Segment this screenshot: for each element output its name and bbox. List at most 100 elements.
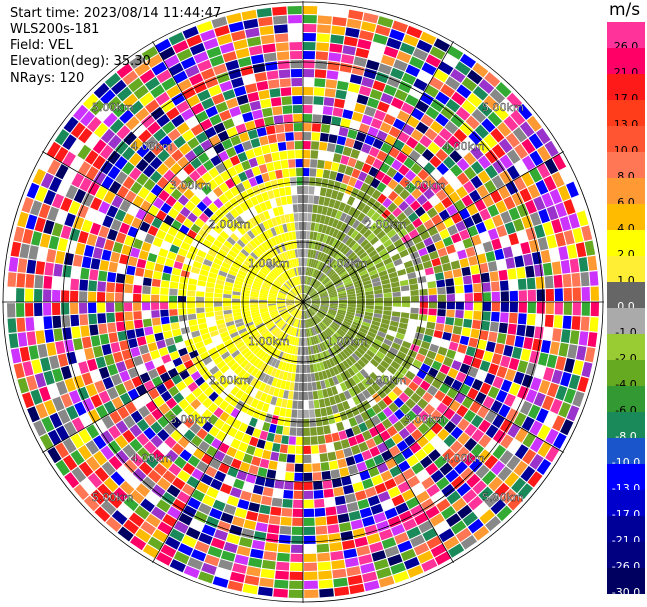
ppi-gate bbox=[176, 169, 189, 182]
ppi-gate bbox=[327, 313, 335, 318]
ppi-gate bbox=[282, 105, 293, 114]
ppi-gate bbox=[223, 339, 233, 347]
ppi-gate bbox=[264, 344, 272, 353]
ppi-gate bbox=[277, 178, 285, 188]
ppi-gate bbox=[398, 460, 411, 473]
ppi-gate bbox=[369, 372, 379, 382]
ppi-gate bbox=[404, 223, 416, 233]
ppi-gate bbox=[292, 327, 296, 336]
ppi-gate bbox=[265, 125, 276, 135]
ppi-gate bbox=[425, 54, 441, 68]
ppi-gate bbox=[317, 15, 332, 25]
ppi-gate bbox=[526, 115, 542, 132]
ppi-gate bbox=[241, 263, 250, 271]
ppi-gate bbox=[79, 279, 89, 291]
ppi-gate bbox=[484, 373, 496, 385]
ppi-gate bbox=[175, 363, 187, 374]
ppi-gate bbox=[170, 416, 183, 429]
ppi-gate bbox=[382, 283, 391, 289]
ppi-gate bbox=[336, 266, 345, 274]
ppi-gate bbox=[298, 285, 302, 294]
ppi-gate bbox=[214, 297, 223, 302]
ppi-gate bbox=[163, 330, 173, 339]
ppi-gate bbox=[242, 453, 253, 464]
ppi-gate bbox=[255, 522, 268, 533]
ppi-gate bbox=[306, 276, 310, 285]
ppi-gate bbox=[308, 400, 315, 409]
ppi-gate bbox=[244, 318, 253, 325]
ppi-gate bbox=[322, 244, 328, 253]
ppi-gate bbox=[79, 302, 88, 314]
ppi-gate bbox=[253, 447, 264, 458]
ppi-gate bbox=[179, 370, 190, 380]
ppi-gate bbox=[227, 427, 238, 438]
ppi-gate bbox=[365, 375, 375, 385]
ppi-gate bbox=[117, 406, 130, 420]
ppi-gate bbox=[320, 462, 330, 471]
ppi-gate bbox=[273, 316, 282, 323]
ppi-gate bbox=[303, 391, 309, 400]
ppi-gate bbox=[535, 276, 545, 289]
ppi-gate bbox=[342, 419, 351, 430]
ppi-gate bbox=[297, 302, 303, 308]
ppi-gate bbox=[160, 99, 175, 113]
ppi-gate bbox=[390, 360, 401, 370]
ppi-gate bbox=[279, 342, 285, 351]
ppi-gate bbox=[364, 134, 376, 146]
ppi-gate bbox=[25, 317, 35, 332]
ppi-gate bbox=[364, 458, 376, 469]
ppi-gate bbox=[517, 313, 527, 325]
ppi-gate bbox=[189, 170, 201, 182]
ppi-gate bbox=[305, 328, 309, 337]
ppi-gate bbox=[509, 312, 518, 324]
ppi-gate bbox=[287, 316, 294, 324]
ppi-gate bbox=[217, 374, 227, 384]
ppi-gate bbox=[319, 243, 325, 252]
ppi-gate bbox=[290, 327, 295, 336]
ppi-gate bbox=[470, 161, 484, 175]
ppi-gate bbox=[334, 318, 343, 324]
ppi-gate bbox=[170, 322, 180, 330]
ppi-gate bbox=[345, 283, 354, 288]
ppi-gate bbox=[451, 91, 466, 106]
ppi-gate bbox=[278, 351, 284, 360]
ppi-gate bbox=[303, 302, 309, 308]
ppi-gate bbox=[167, 506, 182, 520]
ppi-gate bbox=[343, 36, 358, 47]
ppi-gate bbox=[276, 552, 290, 562]
ppi-gate bbox=[230, 386, 240, 396]
ppi-gate bbox=[112, 102, 128, 118]
ppi-gate bbox=[563, 287, 572, 301]
ppi-gate bbox=[329, 296, 338, 300]
ppi-gate bbox=[201, 333, 211, 341]
ppi-gate bbox=[333, 200, 341, 210]
ppi-gate bbox=[447, 45, 464, 60]
ppi-gate bbox=[115, 435, 129, 449]
ppi-gate bbox=[313, 316, 320, 323]
ppi-gate bbox=[221, 378, 231, 389]
ppi-gate bbox=[455, 61, 471, 76]
ppi-gate bbox=[376, 150, 388, 162]
ppi-gate bbox=[210, 214, 220, 224]
ppi-gate bbox=[288, 363, 294, 373]
ppi-gate bbox=[218, 270, 228, 277]
ppi-gate bbox=[13, 226, 25, 243]
ppi-gate bbox=[277, 302, 285, 304]
ppi-gate bbox=[409, 283, 419, 291]
ppi-gate bbox=[167, 344, 177, 354]
ppi-gate bbox=[253, 146, 263, 157]
colorbar-tick-label: -30.0 bbox=[611, 586, 641, 599]
ppi-gate bbox=[231, 349, 241, 358]
ppi-gate bbox=[538, 208, 550, 224]
ppi-gate bbox=[339, 222, 348, 232]
ppi-gate bbox=[332, 16, 347, 27]
ppi-gate bbox=[320, 322, 327, 330]
ppi-gate bbox=[115, 383, 127, 396]
ppi-gate bbox=[191, 489, 205, 502]
ppi-gate bbox=[277, 543, 291, 553]
ppi-gate bbox=[298, 258, 301, 267]
ppi-gate bbox=[264, 181, 273, 191]
range-ring-label: 4.00km bbox=[131, 452, 173, 465]
ppi-gate bbox=[316, 324, 323, 333]
ppi-gate bbox=[117, 263, 127, 274]
